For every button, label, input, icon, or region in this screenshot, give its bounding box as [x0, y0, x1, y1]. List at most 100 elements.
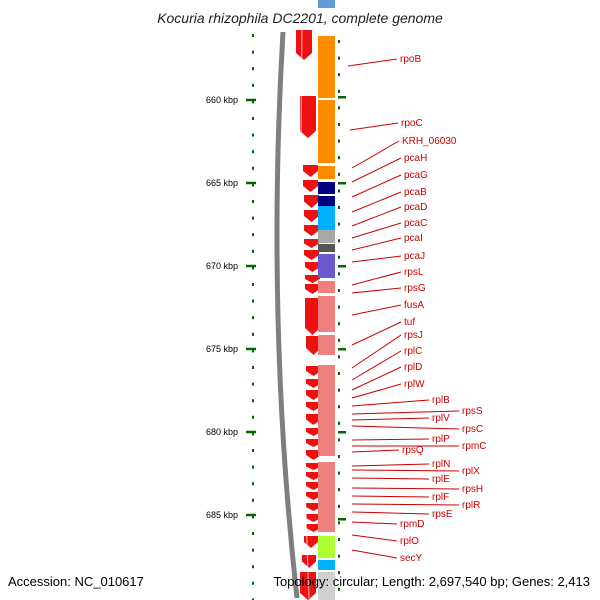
- minor-tick: [338, 89, 340, 93]
- minor-tick: [338, 471, 340, 475]
- strand-highlight: [300, 29, 310, 599]
- gene-labels: rpoB rpoC KRH_06030 pcaH pcaG pcaB pcaD pcaC pca…: [347, 54, 486, 564]
- gene-label-rplN: rplN: [432, 459, 450, 470]
- tick-label: 670 kbp: [206, 261, 238, 271]
- minor-tick: [338, 265, 346, 268]
- minor-tick: [338, 289, 340, 292]
- cog-segment: [318, 365, 335, 456]
- gene-arrow: [306, 503, 321, 511]
- gene-label-rpsG: rpsG: [404, 283, 426, 294]
- gene-label-fusA: fusA: [404, 300, 424, 311]
- gene-arrow: [304, 210, 319, 222]
- leader-line: [351, 140, 400, 169]
- gene-label-pcaJ: pcaJ: [404, 251, 425, 262]
- minor-tick: [252, 432, 254, 436]
- minor-tick: [338, 338, 340, 342]
- minor-tick: [252, 598, 254, 600]
- leader-line: [351, 425, 460, 430]
- minor-tick: [252, 166, 254, 170]
- minor-tick: [252, 382, 254, 386]
- gene-label-pcaC: pcaC: [404, 218, 427, 229]
- gene-label-KRH_06030: KRH_06030: [402, 136, 457, 147]
- leader-line: [351, 321, 402, 346]
- leader-line: [351, 174, 402, 198]
- tick-label: 660 kbp: [206, 95, 238, 105]
- leader-line: [351, 399, 430, 407]
- gene-label-rplF: rplF: [432, 492, 449, 503]
- minor-tick: [338, 139, 340, 143]
- leader-line: [351, 383, 402, 399]
- gene-label-rplD: rplD: [404, 362, 422, 373]
- gene-label-secY: secY: [400, 553, 423, 564]
- minor-tick: [338, 123, 340, 126]
- minor-tick: [252, 150, 254, 154]
- leader-line: [351, 511, 430, 515]
- gene-label-pcaH: pcaH: [404, 153, 427, 164]
- minor-tick: [252, 349, 254, 353]
- minor-tick: [252, 299, 254, 303]
- accession-text: Accession: NC_010617: [8, 574, 144, 589]
- minor-tick: [252, 316, 254, 320]
- gene-arrow: [305, 284, 320, 294]
- tick-label: 680 kbp: [206, 427, 238, 437]
- cog-segment: [318, 244, 335, 252]
- minor-tick: [338, 305, 340, 309]
- minor-tick: [338, 587, 340, 591]
- leader-line: [351, 469, 460, 472]
- minor-tick: [252, 233, 254, 237]
- cog-segment: [318, 281, 335, 293]
- leader-line: [351, 410, 460, 415]
- minor-tick: [338, 206, 340, 209]
- minor-tick: [338, 189, 340, 193]
- minor-tick: [252, 133, 254, 137]
- cog-segment: [318, 100, 335, 163]
- leader-line: [351, 495, 430, 498]
- gene-arrow: [303, 165, 318, 177]
- minor-tick: [252, 183, 254, 187]
- leader-line: [351, 255, 402, 263]
- gene-label-rplP: rplP: [432, 434, 450, 445]
- minor-tick: [252, 415, 254, 419]
- gene-label-rpsH: rpsH: [462, 484, 483, 495]
- tick-label: 675 kbp: [206, 344, 238, 354]
- cog-segment: [318, 36, 335, 98]
- minor-tick: [338, 56, 340, 60]
- leader-line: [351, 271, 402, 286]
- minor-tick: [338, 239, 340, 243]
- gene-arrow: [304, 250, 319, 260]
- gene-label-rplB: rplB: [432, 395, 450, 406]
- cog-segment: [318, 536, 335, 558]
- minor-tick: [338, 40, 340, 43]
- minor-tick: [338, 388, 340, 392]
- minor-tick-dots: [252, 34, 346, 600]
- minor-tick: [252, 50, 254, 54]
- minor-tick: [252, 67, 254, 71]
- leader-line: [351, 191, 402, 213]
- minor-tick: [252, 532, 254, 535]
- minor-tick: [338, 421, 340, 425]
- leader-line: [351, 304, 402, 316]
- leader-line: [351, 487, 460, 490]
- gene-label-rplV: rplV: [432, 413, 450, 424]
- cog-segment: [318, 230, 335, 243]
- gene-arrow: [306, 439, 321, 447]
- gene-arrow: [305, 298, 320, 335]
- gene-arrow: [306, 472, 321, 480]
- leader-line: [351, 237, 402, 251]
- tick-label: 685 kbp: [206, 510, 238, 520]
- gene-label-rplE: rplE: [432, 474, 450, 485]
- gene-arrow: [306, 463, 321, 470]
- cog-segment: [318, 196, 335, 206]
- leader-line: [351, 477, 430, 480]
- gene-label-rpsQ: rpsQ: [402, 445, 424, 456]
- gene-arrow: [300, 96, 316, 138]
- leader-line: [351, 222, 402, 239]
- minor-tick: [252, 465, 254, 469]
- minor-tick: [338, 521, 340, 525]
- gene-label-rpsJ: rpsJ: [404, 330, 423, 341]
- gene-arrow: [306, 390, 321, 400]
- minor-tick: [338, 518, 346, 521]
- minor-tick: [338, 405, 340, 409]
- gene-label-rpsE: rpsE: [432, 509, 453, 520]
- leader-line: [351, 366, 402, 391]
